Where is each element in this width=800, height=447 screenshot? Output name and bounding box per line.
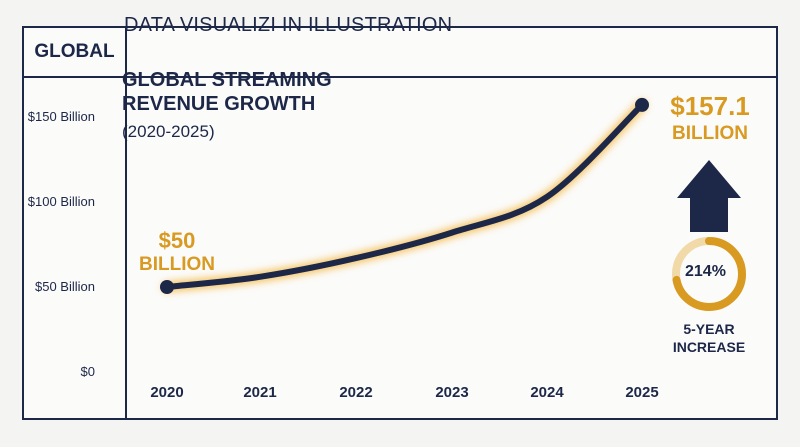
y-tick-label: $50 Billion xyxy=(35,279,95,294)
header-divider xyxy=(127,76,776,78)
end-value-label: $157.1 BILLION xyxy=(660,92,760,148)
chart-title-line-1: GLOBAL STREAMING xyxy=(122,69,332,91)
header-title: DATA VISUALIZI IN ILLUSTRATION xyxy=(124,14,453,36)
x-tick-label: 2022 xyxy=(339,384,373,401)
end-value: $157.1 xyxy=(670,91,750,121)
increase-label-line-2: INCREASE xyxy=(672,339,746,355)
start-unit: BILLION xyxy=(139,254,215,275)
series-line xyxy=(164,101,645,290)
percent-value: 214% xyxy=(685,263,726,280)
y-tick-label: $100 Billion xyxy=(27,194,95,209)
header-tag: GLOBAL xyxy=(24,28,127,78)
chart-title-line-2: REVENUE GROWTH xyxy=(122,93,316,115)
series-line-glow xyxy=(162,99,647,292)
percent-ring-fill xyxy=(672,237,746,311)
end-unit: BILLION xyxy=(672,123,748,144)
x-tick-label: 2023 xyxy=(435,384,469,401)
x-tick-label: 2021 xyxy=(243,384,277,401)
increase-label-line-1: 5-YEAR xyxy=(683,321,735,337)
chart-subtitle: (2020-2025) xyxy=(122,122,215,141)
x-tick-label: 2025 xyxy=(625,384,659,401)
y-tick-label: $150 Billion xyxy=(27,109,95,124)
chart-title: GLOBAL STREAMING REVENUE GROWTH xyxy=(122,68,332,116)
up-arrow-icon xyxy=(677,160,741,232)
start-value-label: $50 BILLION xyxy=(137,229,217,277)
y-axis-divider xyxy=(125,76,127,418)
end-point xyxy=(635,97,649,112)
x-tick-label: 2020 xyxy=(150,384,184,401)
y-tick-label: $0 xyxy=(80,364,95,379)
start-point xyxy=(160,280,174,294)
start-value: $50 xyxy=(158,228,196,253)
chart-frame: GLOBAL xyxy=(22,26,778,420)
increase-label: 5-YEAR INCREASE xyxy=(664,320,754,356)
x-tick-label: 2024 xyxy=(530,384,564,401)
